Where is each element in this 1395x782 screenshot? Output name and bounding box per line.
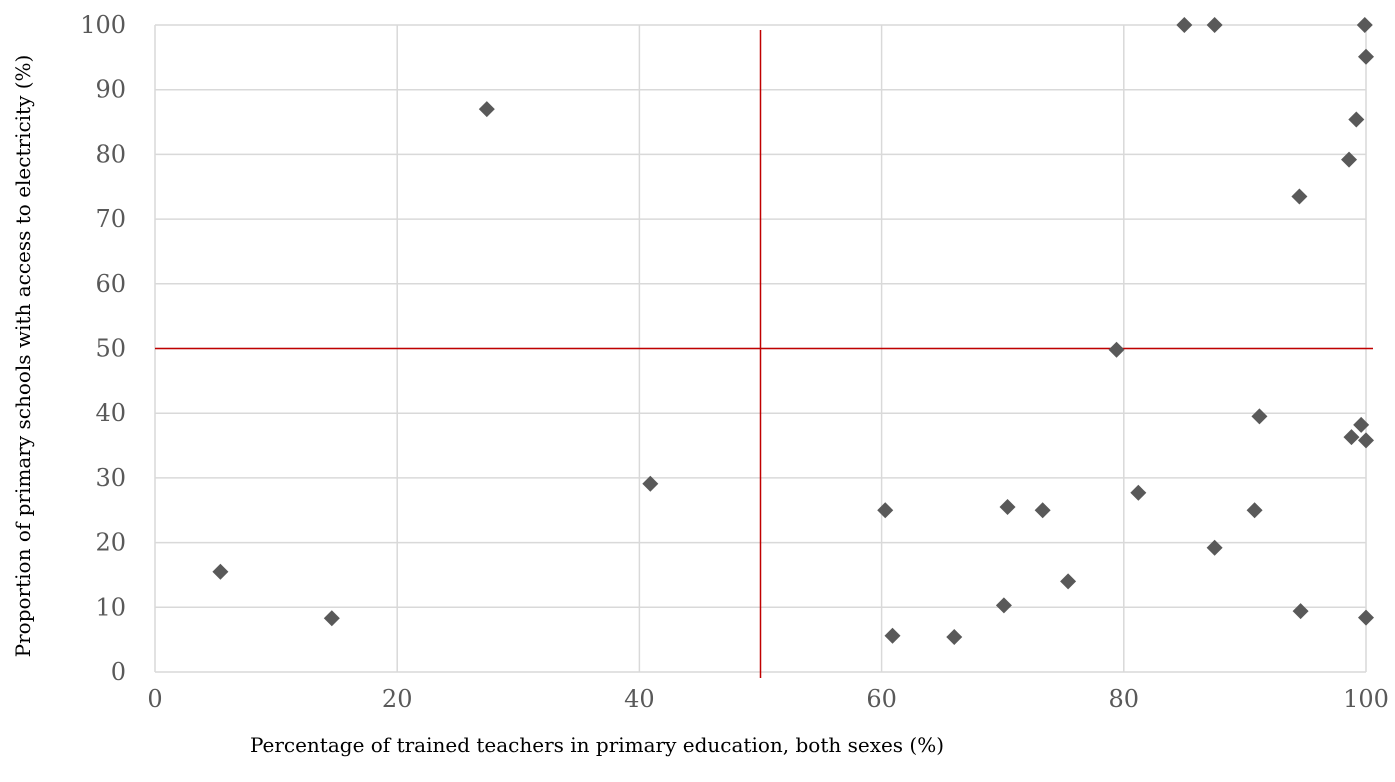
y-tick-label: 30	[95, 464, 126, 492]
data-point	[1358, 432, 1374, 449]
data-point	[884, 627, 901, 644]
data-point	[999, 499, 1016, 516]
reference-lines	[155, 30, 1373, 678]
y-tick-label: 80	[95, 140, 126, 168]
data-point	[1353, 416, 1370, 433]
x-tick-label: 80	[1109, 685, 1140, 713]
data-point	[1246, 502, 1263, 519]
x-tick-label: 100	[1343, 685, 1389, 713]
data-point	[1251, 408, 1268, 425]
data-point	[1130, 484, 1147, 501]
y-tick-label: 0	[111, 658, 126, 686]
y-tick-label: 90	[95, 76, 126, 104]
data-point	[1356, 17, 1373, 33]
y-tick-label: 40	[95, 399, 126, 427]
x-tick-label: 20	[382, 685, 413, 713]
y-tick-label: 60	[95, 270, 126, 298]
data-point	[1348, 111, 1365, 128]
y-tick-label: 100	[80, 11, 126, 39]
x-tick-label: 0	[147, 685, 162, 713]
tick-labels: 0 10 20 30 40 50 60 70 80 90 100 0 20 40 60 80 100	[80, 11, 1389, 713]
data-point	[1358, 48, 1374, 65]
data-point	[1206, 17, 1223, 33]
data-point	[946, 629, 963, 646]
data-point	[1108, 341, 1125, 358]
data-point	[1034, 502, 1051, 519]
data-point	[1358, 609, 1374, 626]
y-tick-label: 10	[95, 593, 126, 621]
data-point	[1343, 429, 1360, 446]
x-tick-label: 60	[866, 685, 897, 713]
data-point	[1060, 573, 1077, 590]
data-point	[642, 475, 659, 492]
data-point	[1206, 539, 1223, 556]
data-point	[323, 610, 340, 627]
data-point	[877, 502, 894, 519]
data-point	[1291, 188, 1308, 205]
data-points	[212, 17, 1374, 646]
data-point	[1341, 151, 1358, 168]
data-point	[995, 597, 1012, 614]
data-point	[1292, 603, 1309, 620]
y-tick-label: 50	[95, 335, 126, 363]
x-axis-title: Percentage of trained teachers in primar…	[250, 733, 944, 757]
y-tick-label: 20	[95, 529, 126, 557]
data-point	[478, 101, 495, 118]
y-tick-label: 70	[95, 205, 126, 233]
data-point	[1176, 17, 1193, 33]
y-axis-title: Proportion of primary schools with acces…	[11, 55, 35, 658]
x-tick-label: 40	[624, 685, 655, 713]
data-point	[212, 563, 229, 580]
